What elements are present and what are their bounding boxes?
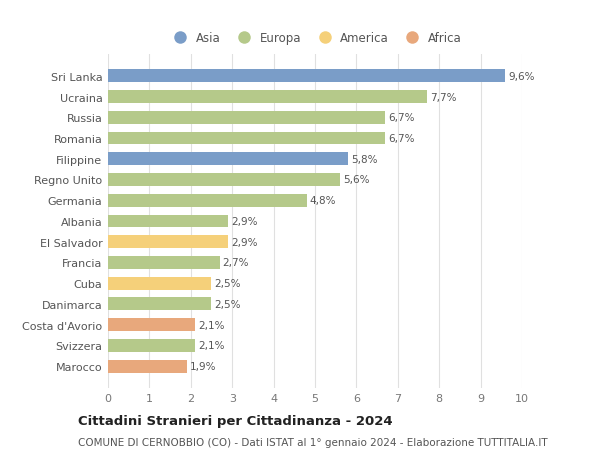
Text: 4,8%: 4,8% <box>310 196 336 206</box>
Text: 5,6%: 5,6% <box>343 175 369 185</box>
Text: COMUNE DI CERNOBBIO (CO) - Dati ISTAT al 1° gennaio 2024 - Elaborazione TUTTITAL: COMUNE DI CERNOBBIO (CO) - Dati ISTAT al… <box>78 437 548 447</box>
Text: 2,9%: 2,9% <box>231 217 257 226</box>
Bar <box>108 70 505 83</box>
Text: 2,7%: 2,7% <box>223 258 249 268</box>
Text: 2,5%: 2,5% <box>214 279 241 289</box>
Bar <box>108 153 348 166</box>
Bar <box>108 236 228 249</box>
Bar <box>108 339 195 352</box>
Text: 2,5%: 2,5% <box>214 299 241 309</box>
Text: 9,6%: 9,6% <box>508 72 535 82</box>
Bar <box>108 194 307 207</box>
Bar <box>108 360 187 373</box>
Bar <box>108 319 195 331</box>
Bar <box>108 91 427 104</box>
Text: 2,1%: 2,1% <box>198 341 224 351</box>
Text: Cittadini Stranieri per Cittadinanza - 2024: Cittadini Stranieri per Cittadinanza - 2… <box>78 414 392 428</box>
Legend: Asia, Europa, America, Africa: Asia, Europa, America, Africa <box>164 28 466 50</box>
Text: 6,7%: 6,7% <box>388 134 415 144</box>
Text: 5,8%: 5,8% <box>351 154 377 164</box>
Bar <box>108 132 385 145</box>
Bar <box>108 112 385 124</box>
Text: 6,7%: 6,7% <box>388 113 415 123</box>
Text: 2,9%: 2,9% <box>231 237 257 247</box>
Bar <box>108 298 211 311</box>
Bar <box>108 174 340 186</box>
Bar <box>108 277 211 290</box>
Bar <box>108 215 228 228</box>
Text: 2,1%: 2,1% <box>198 320 224 330</box>
Bar <box>108 257 220 269</box>
Text: 1,9%: 1,9% <box>190 361 216 371</box>
Text: 7,7%: 7,7% <box>430 92 456 102</box>
